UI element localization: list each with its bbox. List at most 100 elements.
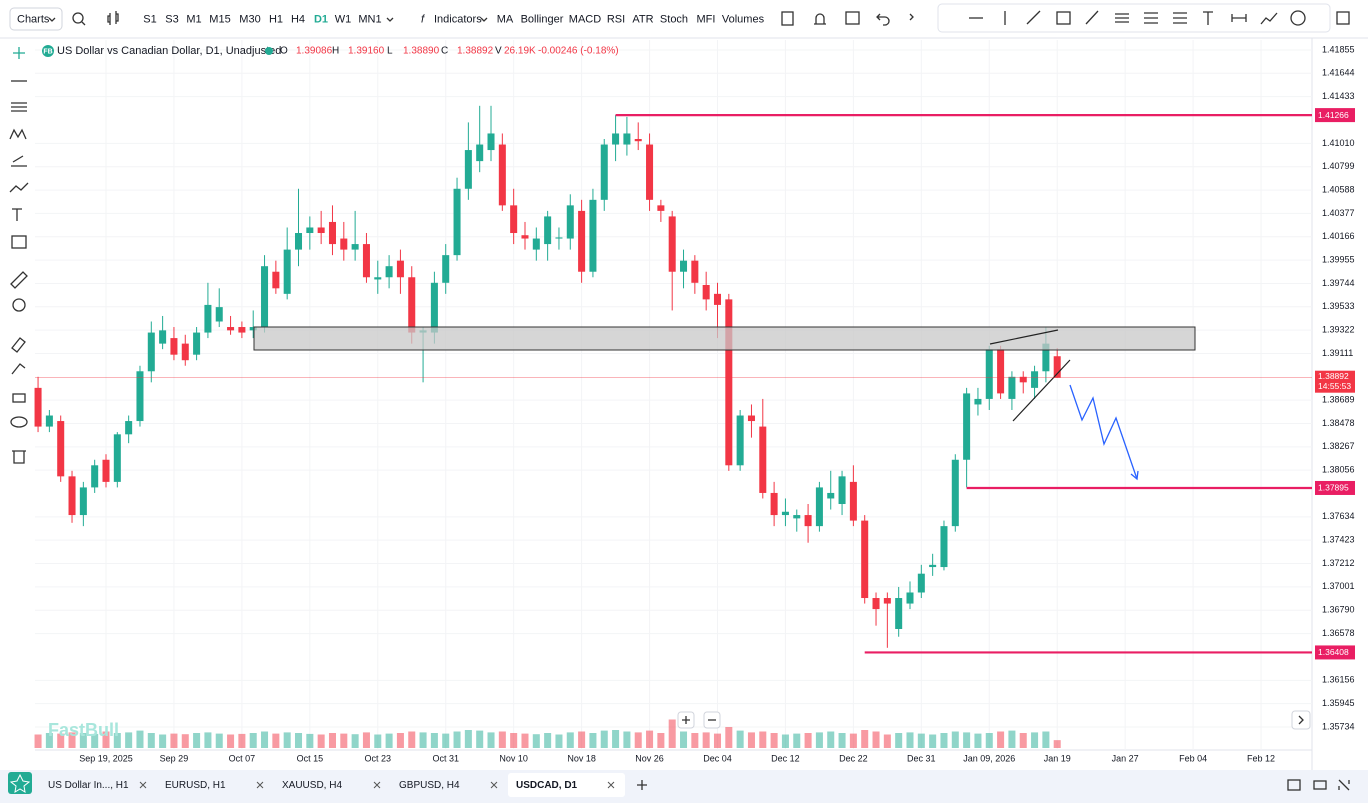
interval-button[interactable]: H1	[269, 13, 283, 25]
crosshair-tool[interactable]	[13, 47, 25, 59]
layout-icon[interactable]	[781, 11, 794, 26]
candle-body	[827, 492, 835, 499]
x-tick-label: Nov 18	[567, 753, 596, 763]
emoji-tool[interactable]	[11, 235, 27, 249]
indicator-button[interactable]: Bollinger	[521, 13, 564, 25]
legend-key: H	[332, 46, 339, 57]
tool-gann[interactable]	[1173, 12, 1187, 24]
favorites[interactable]	[8, 772, 32, 794]
volume-bar	[600, 730, 608, 748]
indicator-button[interactable]: Stoch	[660, 13, 688, 25]
indicator-button[interactable]: RSI	[607, 13, 625, 25]
y-tick-label: 1.39111	[1322, 348, 1353, 358]
x-tick-label: Dec 12	[771, 753, 800, 763]
tool-rect[interactable]	[1056, 11, 1071, 25]
indicator-button[interactable]: MACD	[569, 13, 601, 25]
legend-value: 1.39086	[296, 46, 333, 57]
plot	[34, 40, 1312, 750]
tool-brush[interactable]	[1085, 10, 1099, 25]
y-tick-label: 1.38056	[1322, 465, 1355, 475]
tool-circle[interactable]	[1290, 10, 1306, 26]
tool-trend[interactable]	[1026, 10, 1041, 25]
indicators-button[interactable]: Indicators	[434, 13, 482, 25]
tab-close[interactable]	[607, 781, 615, 789]
lock-tool[interactable]	[12, 393, 26, 403]
interval-button[interactable]: D1	[314, 13, 328, 25]
candle-body	[872, 598, 880, 610]
volume-bar	[1053, 740, 1061, 748]
candle-body	[1019, 376, 1027, 383]
interval-button[interactable]: H4	[291, 13, 305, 25]
alert-icon[interactable]	[814, 13, 826, 25]
interval-button[interactable]: S3	[165, 13, 178, 25]
tab[interactable]	[157, 773, 274, 797]
indicator-button[interactable]: Volumes	[722, 13, 765, 25]
interval-button[interactable]: M1	[186, 13, 201, 25]
tab-close[interactable]	[490, 781, 498, 789]
interval-button[interactable]: S1	[143, 13, 156, 25]
interval-button[interactable]: M15	[209, 13, 230, 25]
volume-bar	[453, 731, 461, 748]
chart-type-icon[interactable]	[107, 11, 119, 25]
channel-tool[interactable]	[11, 102, 27, 112]
calendar-icon[interactable]	[845, 11, 860, 25]
volume-bar	[974, 733, 982, 748]
visibility-tool[interactable]	[10, 416, 28, 428]
window-btn[interactable]	[1313, 780, 1327, 790]
fib-tool[interactable]	[11, 155, 27, 167]
tool-fib[interactable]	[1144, 12, 1158, 24]
tool-path[interactable]	[1260, 12, 1278, 25]
delete-tool[interactable]	[12, 450, 26, 464]
panel-icon[interactable]	[1336, 11, 1350, 25]
fullscreen-btn[interactable]	[1338, 779, 1350, 791]
tab-label: EURUSD, H1	[165, 780, 226, 791]
tab-close[interactable]	[373, 781, 381, 789]
add-tab[interactable]	[637, 780, 647, 790]
undo-icon[interactable]	[876, 13, 890, 26]
path-tool[interactable]	[9, 182, 29, 193]
tab-close[interactable]	[139, 781, 147, 789]
interval-button[interactable]: MN1	[358, 13, 381, 25]
candle-body	[951, 459, 959, 527]
ruler-tool[interactable]	[10, 271, 28, 289]
candle-body	[804, 515, 812, 527]
candle-body	[793, 515, 801, 519]
legend-key: O	[280, 46, 288, 57]
search-icon[interactable]	[72, 12, 84, 24]
candle-body	[442, 255, 450, 283]
indicator-button[interactable]: ATR	[632, 13, 653, 25]
volume-bar	[781, 734, 789, 748]
pattern-tool[interactable]	[9, 128, 27, 140]
tab-close[interactable]	[256, 781, 264, 789]
zoom-tool[interactable]	[12, 298, 26, 312]
lock-draw-tool[interactable]	[11, 363, 26, 375]
price-level-box	[1315, 645, 1355, 660]
symbol-menu[interactable]	[9, 7, 63, 31]
tab[interactable]	[40, 773, 157, 797]
tool-range[interactable]	[1231, 14, 1247, 22]
redo-icon[interactable]	[909, 13, 914, 21]
volume-bar	[1031, 732, 1039, 748]
candle-body	[838, 476, 846, 505]
indicator-button[interactable]: MFI	[697, 13, 716, 25]
tab[interactable]	[391, 773, 508, 797]
x-tick-label: Nov 26	[635, 753, 664, 763]
y-tick-label: 1.38478	[1322, 418, 1355, 428]
interval-button[interactable]: M30	[239, 13, 260, 25]
interval-button[interactable]: W1	[335, 13, 352, 25]
magnet-tool[interactable]	[11, 337, 26, 353]
tool-channel[interactable]	[1115, 13, 1129, 23]
layout-btn[interactable]	[1287, 779, 1301, 791]
volume-bar	[34, 734, 42, 748]
tab[interactable]	[274, 773, 391, 797]
tool-text[interactable]	[1203, 11, 1213, 25]
scroll-right[interactable]	[1291, 710, 1311, 730]
candle-body	[702, 284, 710, 300]
y-tick-label: 1.37634	[1322, 511, 1355, 521]
candle-body	[612, 133, 620, 145]
volume-bar	[249, 733, 257, 748]
text-tool[interactable]	[12, 208, 22, 221]
indicator-button[interactable]: MA	[497, 13, 514, 25]
tab[interactable]	[508, 773, 625, 797]
